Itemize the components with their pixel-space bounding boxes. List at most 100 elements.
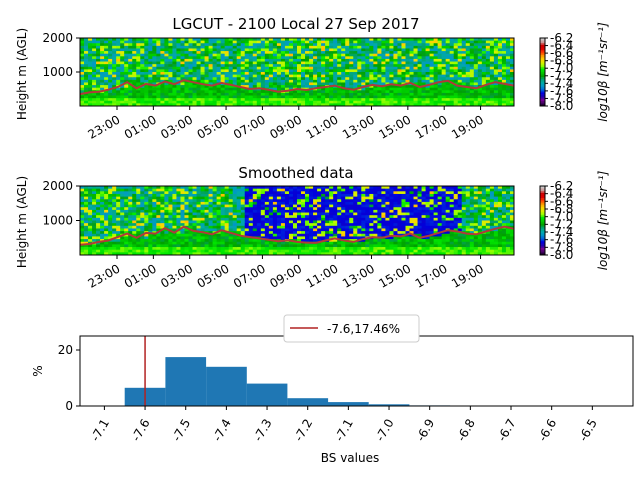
heatmap-cell <box>433 56 439 60</box>
heatmap-cell <box>148 204 153 208</box>
heatmap-cell <box>469 58 475 62</box>
heatmap-cell <box>260 43 266 47</box>
heatmap-cell <box>252 92 258 96</box>
heatmap-cell <box>144 220 149 224</box>
heatmap-cell <box>509 61 515 65</box>
heatmap-cell <box>176 209 181 213</box>
heatmap-cell <box>393 247 398 251</box>
heatmap-cell <box>401 43 406 47</box>
heatmap-cell <box>152 40 157 44</box>
heatmap-cell <box>172 56 177 60</box>
heatmap-cell <box>449 100 455 104</box>
heatmap-cell <box>333 241 338 245</box>
heatmap-cell <box>104 249 109 253</box>
heatmap-cell <box>337 56 342 60</box>
heatmap-cell <box>284 220 290 224</box>
heatmap-cell <box>124 244 129 248</box>
heatmap-cell <box>100 43 105 47</box>
heatmap-cell <box>200 43 205 47</box>
heatmap-cell <box>349 193 354 198</box>
heatmap-cell <box>180 217 185 221</box>
heatmap-cell <box>220 58 226 62</box>
heatmap-cell <box>252 239 258 243</box>
heatmap-cell <box>88 236 93 240</box>
heatmap-cell <box>309 233 314 237</box>
heatmap-cell <box>224 209 230 213</box>
heatmap-cell <box>292 40 298 44</box>
heatmap-cell <box>341 43 346 47</box>
heatmap-cell <box>325 87 330 91</box>
heatmap-cell <box>208 100 214 104</box>
heatmap-cell <box>297 79 302 83</box>
heatmap-cell <box>469 82 475 86</box>
heatmap-cell <box>461 69 467 73</box>
heatmap-cell <box>200 72 205 76</box>
heatmap-cell <box>333 188 338 192</box>
heatmap-cell <box>112 233 117 237</box>
heatmap-cell <box>297 207 302 211</box>
heatmap-cell <box>172 204 177 208</box>
heatmap-cell <box>136 87 141 91</box>
heatmap-cell <box>240 252 246 256</box>
heatmap-cell <box>381 231 386 235</box>
heatmap-cell <box>268 98 274 102</box>
heatmap-cell <box>349 100 354 104</box>
heatmap-cell <box>100 209 105 213</box>
heatmap-cell <box>365 45 370 49</box>
heatmap-cell <box>309 79 314 83</box>
heatmap-cell <box>453 56 459 60</box>
heatmap-cell <box>116 196 121 200</box>
heatmap-cell <box>280 204 286 208</box>
heatmap-cell <box>449 56 455 60</box>
heatmap-cell <box>156 220 161 224</box>
heatmap-cell <box>168 38 173 42</box>
heatmap-cell <box>449 82 455 86</box>
heatmap-cell <box>260 58 266 62</box>
heatmap-cell <box>297 98 302 102</box>
heatmap-cell <box>244 66 250 70</box>
heatmap-cell <box>405 72 410 76</box>
heatmap-cell <box>160 43 165 47</box>
heatmap-cell <box>441 51 447 55</box>
heatmap-cell <box>469 38 475 42</box>
heatmap-cell <box>260 193 266 198</box>
heatmap-cell <box>333 223 338 227</box>
heatmap-cell <box>152 56 157 60</box>
heatmap-cell <box>493 64 499 68</box>
heatmap-cell <box>389 40 394 44</box>
heatmap-cell <box>232 87 238 91</box>
heatmap-cell <box>184 40 189 44</box>
heatmap-cell <box>313 61 318 65</box>
heatmap-cell <box>184 244 189 248</box>
colorbar-segment <box>540 83 545 86</box>
heatmap-cell <box>148 220 153 224</box>
heatmap-cell <box>381 53 386 57</box>
heatmap-cell <box>224 249 230 253</box>
heatmap-cell <box>321 40 326 44</box>
heatmap-cell <box>168 233 173 237</box>
heatmap-cell <box>393 64 398 68</box>
heatmap-cell <box>244 53 250 57</box>
heatmap-cell <box>84 239 89 243</box>
heatmap-cell <box>148 196 153 200</box>
heatmap-cell <box>437 40 443 44</box>
heatmap-cell <box>168 74 173 78</box>
heatmap-cell <box>228 217 234 221</box>
heatmap-cell <box>200 69 205 73</box>
heatmap-cell <box>501 87 507 91</box>
heatmap-cell <box>292 61 298 65</box>
heatmap-cell <box>264 233 270 237</box>
heatmap-cell <box>144 45 149 49</box>
heatmap-cell <box>124 231 129 235</box>
heatmap-cell <box>264 58 270 62</box>
heatmap-cell <box>369 79 374 83</box>
heatmap-cell <box>180 72 185 76</box>
heatmap-cell <box>80 193 85 198</box>
heatmap-cell <box>164 95 169 99</box>
heatmap-cell <box>176 74 181 78</box>
heatmap-cell <box>192 186 197 190</box>
heatmap-cell <box>188 82 193 86</box>
heatmap-cell <box>373 85 378 89</box>
heatmap-cell <box>441 38 447 42</box>
heatmap-cell <box>441 53 447 57</box>
